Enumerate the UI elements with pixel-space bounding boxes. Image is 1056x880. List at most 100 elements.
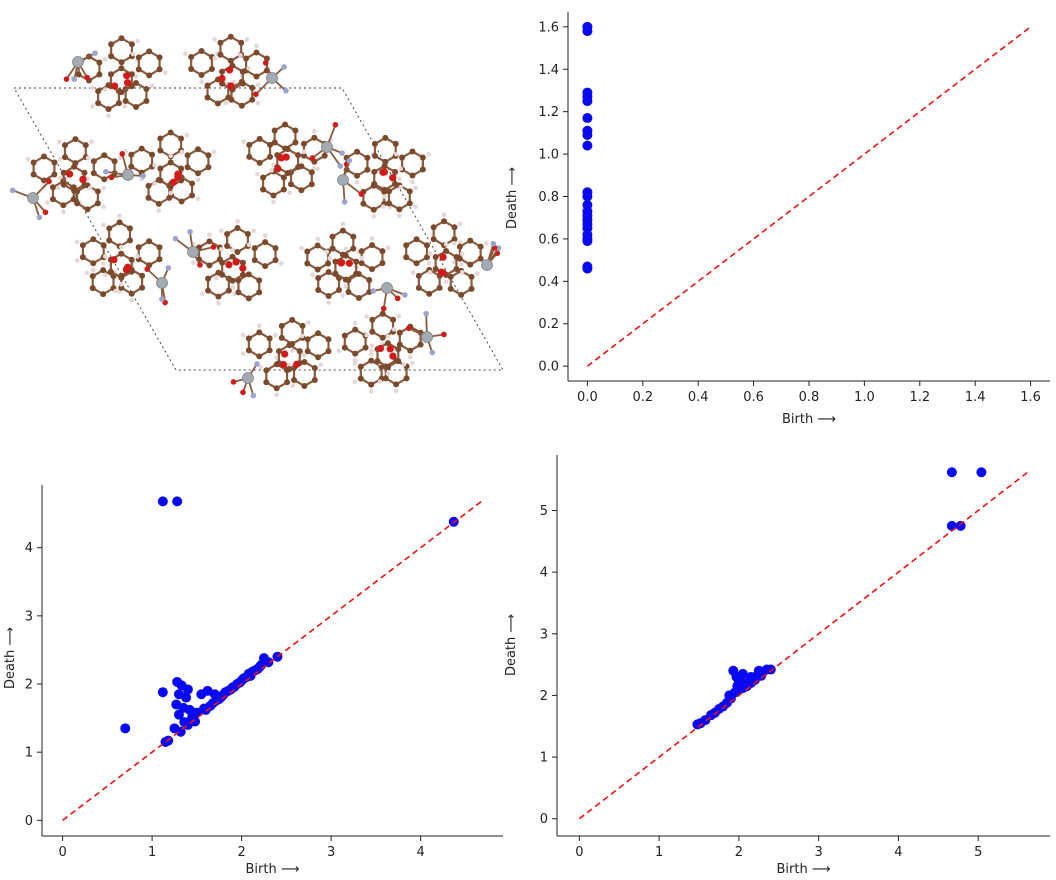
ligand-atom <box>230 379 237 385</box>
metal-atom <box>266 72 278 84</box>
y-tick-label: 1 <box>25 746 33 761</box>
hydrogen-atom <box>90 104 95 109</box>
hydrogen-atom <box>216 300 221 306</box>
oxygen-atom <box>376 344 385 353</box>
aromatic-ring <box>262 170 285 197</box>
hydrogen-atom <box>212 55 218 61</box>
hydrogen-atom <box>368 351 374 357</box>
data-point <box>582 263 593 274</box>
carbon-atom <box>280 174 287 181</box>
carbon-atom <box>423 242 430 249</box>
carbon-atom <box>95 100 102 107</box>
hydrogen-atom <box>315 236 321 242</box>
carbon-atom <box>315 275 322 282</box>
carbon-atom <box>30 171 37 178</box>
x-tick-label: 0.2 <box>632 390 653 405</box>
x-tick-label: 0.6 <box>743 390 764 405</box>
carbon-atom <box>107 268 114 275</box>
carbon-atom <box>189 180 196 187</box>
ligand-atom <box>281 64 287 70</box>
hydrogen-atom <box>359 256 365 261</box>
carbon-atom <box>284 379 291 386</box>
aromatic-ring <box>237 273 261 300</box>
carbon-atom <box>362 344 369 351</box>
carbon-atom <box>198 47 205 54</box>
y-axis-label: Death ⟶ <box>3 627 18 689</box>
molecule-cluster <box>172 219 284 306</box>
molecule-cluster <box>241 121 345 205</box>
carbon-atom <box>118 89 125 96</box>
carbon-atom <box>379 334 386 341</box>
carbon-atom <box>246 141 253 148</box>
carbon-atom <box>135 244 142 251</box>
carbon-atom <box>286 342 293 349</box>
ligand-atom <box>254 361 260 367</box>
hydrogen-atom <box>101 185 106 191</box>
hydrogen-atom <box>246 242 252 248</box>
hydrogen-atom <box>273 332 278 338</box>
ligand-atom <box>197 262 203 268</box>
carbon-atom <box>379 310 386 317</box>
aromatic-ring <box>343 328 367 355</box>
hydrogen-atom <box>451 259 457 265</box>
carbon-atom <box>300 152 307 159</box>
carbon-atom <box>357 363 364 370</box>
carbon-atom <box>382 375 389 382</box>
carbon-atom <box>49 196 56 203</box>
carbon-atom <box>122 97 129 104</box>
y-axis-label: Death ⟶ <box>505 167 520 229</box>
carbon-atom <box>263 55 270 62</box>
oxygen-atom <box>123 79 132 87</box>
carbon-atom <box>108 53 115 60</box>
hydrogen-atom <box>369 343 375 349</box>
data-point <box>582 140 593 151</box>
carbon-atom <box>329 245 336 252</box>
persistence-diagram-bottom-left: 0 1 2 3 4 0 1 2 3 4 Birth ⟶ Death ⟶ <box>3 485 503 877</box>
y-tick-label: 1.2 <box>538 105 559 120</box>
carbon-atom <box>251 257 258 264</box>
carbon-atom <box>260 186 267 193</box>
hydrogen-atom <box>269 168 274 173</box>
carbon-atom <box>357 375 364 382</box>
hydrogen-atom <box>244 37 250 42</box>
carbon-atom <box>278 334 285 341</box>
hydrogen-atom <box>200 291 205 297</box>
hydrogen-atom <box>184 132 190 138</box>
ligand-atom <box>309 155 316 161</box>
carbon-atom <box>345 289 352 296</box>
data-point <box>732 681 743 692</box>
carbon-atom <box>409 148 416 155</box>
carbon-atom <box>304 336 311 343</box>
molecule-cluster <box>337 134 431 219</box>
carbon-atom <box>249 84 256 91</box>
carbon-atom <box>325 348 332 355</box>
data-point <box>181 692 192 703</box>
y-tick-label: 2 <box>540 689 548 704</box>
carbon-atom <box>205 275 212 282</box>
carbon-atom <box>229 253 236 260</box>
hydrogen-atom <box>179 149 185 155</box>
carbon-atom <box>184 164 191 171</box>
carbon-atom <box>358 260 365 267</box>
aromatic-ring <box>247 331 271 358</box>
carbon-atom <box>101 152 108 159</box>
ligand-atom <box>63 76 70 82</box>
carbon-atom <box>369 242 376 249</box>
carbon-atom <box>301 358 308 365</box>
carbon-atom <box>111 158 118 165</box>
hydrogen-atom <box>443 279 449 284</box>
carbon-atom <box>155 200 162 207</box>
carbon-atom <box>214 100 221 107</box>
hydrogen-atom <box>401 362 407 367</box>
carbon-atom <box>282 121 289 128</box>
aromatic-ring <box>186 147 210 175</box>
carbon-atom <box>271 127 278 134</box>
x-axis-label: Birth ⟶ <box>777 862 831 877</box>
carbon-atom <box>189 192 196 199</box>
carbon-atom <box>51 159 58 166</box>
hydrogen-atom <box>391 327 397 332</box>
molecule-cluster <box>299 221 408 312</box>
y-tick-label: 1.4 <box>538 63 559 78</box>
hydrogen-atom <box>130 51 136 57</box>
hydrogen-atom <box>230 285 235 290</box>
